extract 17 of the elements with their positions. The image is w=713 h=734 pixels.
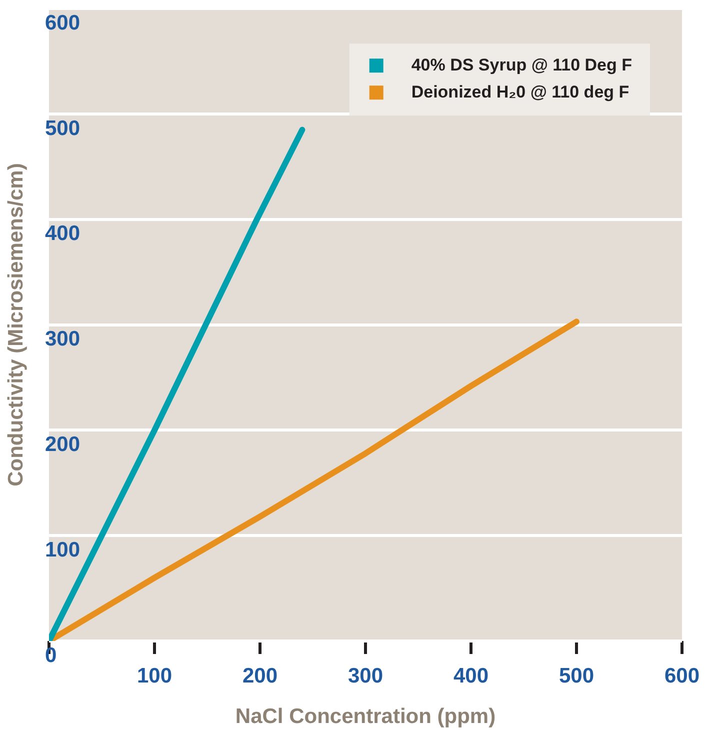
x-tick-label: 400 <box>453 664 489 688</box>
y-tick-label: 300 <box>45 328 80 351</box>
legend-label: Deionized H₂0 @ 110 deg F <box>411 82 630 102</box>
y-tick-label: 100 <box>45 538 80 562</box>
y-axis-title: Conductivity (Microsiemens/cm) <box>4 163 28 486</box>
x-tick-label: 500 <box>558 664 594 688</box>
x-tick-label: 200 <box>242 664 278 688</box>
y-tick-label: 500 <box>45 116 80 140</box>
y-tick-label: 400 <box>45 222 80 246</box>
x-tick-label: 300 <box>348 664 384 688</box>
y-tick-label: 600 <box>45 11 80 34</box>
legend-label: 40% DS Syrup @ 110 Deg F <box>411 55 632 74</box>
x-axis-title: NaCl Concentration (ppm) <box>235 705 496 728</box>
x-tick-label: 100 <box>136 664 172 688</box>
y-tick-label: 200 <box>45 432 80 456</box>
y-tick-label: 0 <box>45 644 57 667</box>
x-tick-label: 600 <box>664 664 700 688</box>
